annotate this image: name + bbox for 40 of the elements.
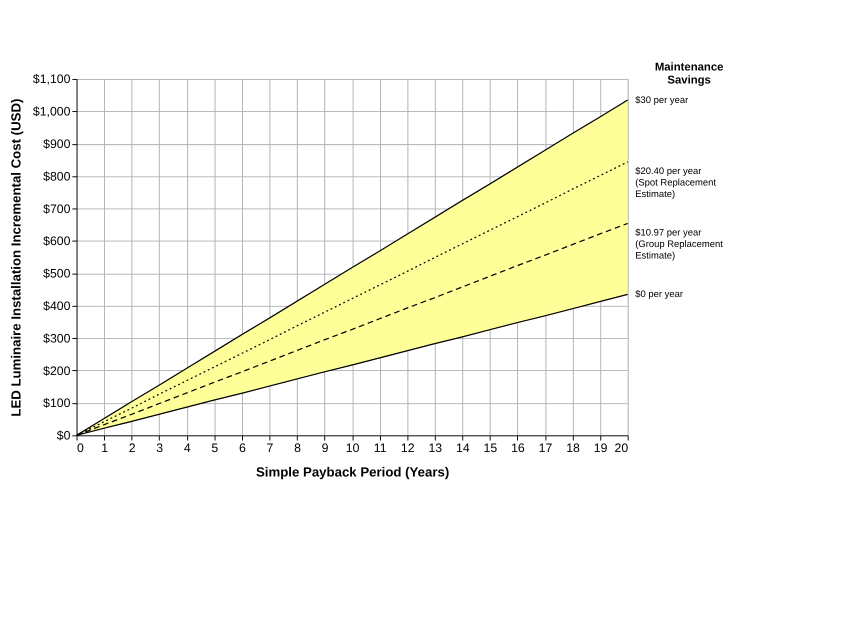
x-tick-label: 18	[566, 440, 580, 455]
x-tick-label: 19	[594, 440, 608, 455]
x-tick-label: 16	[511, 440, 525, 455]
y-tick-label: $0	[56, 428, 71, 443]
y-tick-label: $200	[43, 364, 71, 378]
x-tick-label: 6	[238, 440, 246, 455]
x-tick-label: 15	[484, 440, 498, 455]
x-tick-label: 4	[184, 440, 191, 455]
y-axis-title: LED Luminaire Installation Incremental Cost (USD)	[8, 98, 24, 417]
x-tick-label: 13	[428, 440, 442, 455]
series-label: $20.40 per year (Spot Replacement Estimate)	[635, 166, 716, 200]
y-tick-label: $600	[43, 234, 71, 248]
legend-title: Maintenance Savings	[654, 61, 724, 87]
x-tick-label: 2	[128, 440, 136, 455]
x-tick-label: 14	[456, 440, 470, 455]
x-tick-label: 1	[101, 440, 108, 455]
y-tick-label: $800	[43, 169, 71, 184]
x-tick-label: 17	[538, 440, 552, 455]
series-label: $10.97 per year (Group Replacement Estimate)	[635, 228, 724, 262]
x-axis-title: Simple Payback Period (Years)	[256, 464, 450, 480]
series-label: $30 per year	[635, 94, 688, 106]
x-tick-label: 10	[346, 440, 360, 455]
x-tick-label: 3	[156, 440, 164, 455]
y-tick-label: $900	[43, 137, 71, 152]
series-label: $0 per year	[635, 289, 683, 300]
x-tick-label: 20	[614, 440, 628, 455]
x-tick-label: 11	[374, 440, 387, 455]
x-tick-label: 0	[77, 440, 84, 455]
y-tick-label: $1,100	[32, 72, 71, 86]
x-tick-label: 5	[211, 440, 218, 455]
y-tick-label: $1,000	[32, 104, 71, 119]
x-tick-label: 12	[400, 440, 415, 455]
y-tick-label: $500	[43, 266, 71, 281]
y-tick-label: $100	[43, 396, 71, 410]
y-tick-label: $300	[43, 331, 71, 346]
y-tick-label: $400	[43, 298, 71, 313]
x-tick-label: 7	[266, 440, 274, 455]
x-tick-label: 9	[322, 440, 329, 455]
y-tick-label: $700	[43, 202, 71, 216]
x-tick-label: 8	[294, 440, 302, 455]
